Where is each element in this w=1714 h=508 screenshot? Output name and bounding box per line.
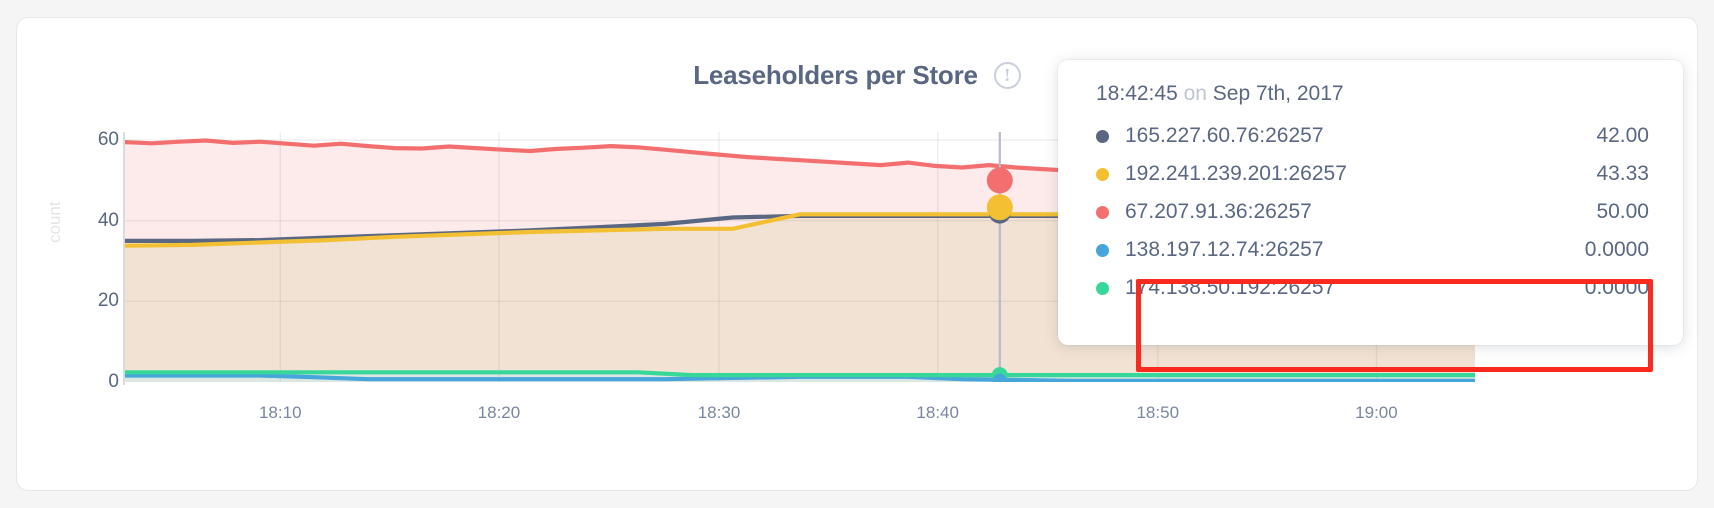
- y-axis-tick-label: 40: [97, 209, 119, 231]
- tooltip-series-list: 165.227.60.76:26257 42.00 192.241.239.201:…: [1096, 117, 1649, 307]
- x-axis-tick-label: 18:20: [477, 403, 521, 422]
- series-value: 42.00: [1596, 124, 1649, 147]
- tooltip-date-value: Sep 7th, 2017: [1212, 82, 1344, 105]
- series-label: 165.227.60.76:26257: [1125, 124, 1324, 147]
- x-axis-tick-label: 18:10: [258, 403, 302, 422]
- series-value: 0.0000: [1584, 238, 1649, 261]
- cursor-data-point: [992, 373, 1007, 382]
- series-color-dot: [1096, 205, 1109, 219]
- series-value: 50.00: [1596, 200, 1649, 223]
- info-icon[interactable]: !: [993, 62, 1021, 89]
- tooltip-row: 67.207.91.36:26257 50.00: [1096, 193, 1649, 231]
- series-color-dot: [1096, 129, 1109, 143]
- series-label: 174.138.50.192:26257: [1125, 276, 1336, 299]
- y-axis-line: [123, 132, 125, 385]
- series-line: [125, 370, 1475, 378]
- cursor-data-point: [986, 194, 1013, 221]
- x-axis-tick-label: 18:40: [916, 403, 959, 422]
- series-value: 43.33: [1596, 162, 1649, 185]
- series-label: 138.197.12.74:26257: [1125, 238, 1324, 261]
- y-axis-ticks: 60 40 20 0: [39, 129, 119, 392]
- series-color-dot: [1096, 167, 1109, 181]
- tooltip-row: 165.227.60.76:26257 42.00: [1096, 117, 1649, 155]
- page-title: Leaseholders per Store: [693, 60, 978, 90]
- cursor-data-point: [986, 167, 1013, 194]
- tooltip-timestamp: 18:42:45 on Sep 7th, 2017: [1096, 82, 1649, 106]
- x-axis-tick-label: 19:00: [1355, 403, 1398, 422]
- y-axis-tick-label: 20: [97, 290, 119, 312]
- chart-tooltip: 18:42:45 on Sep 7th, 2017 165.227.60.76:…: [1058, 60, 1683, 345]
- chart-header: Leaseholders per Store !: [17, 60, 1697, 91]
- tooltip-row: 174.138.50.192:26257 0.0000: [1096, 269, 1649, 307]
- tooltip-on-word: on: [1183, 82, 1207, 105]
- tooltip-row: 138.197.12.74:26257 0.0000: [1096, 231, 1649, 269]
- x-axis-ticks: 18:10 18:20 18:30 18:40 18:50 19:00: [125, 403, 1475, 427]
- tooltip-row: 192.241.239.201:26257 43.33: [1096, 155, 1649, 193]
- y-axis-tick-label: 60: [97, 129, 119, 151]
- y-axis-tick-label: 0: [108, 371, 119, 392]
- series-color-dot: [1096, 243, 1109, 257]
- x-axis-tick-label: 18:50: [1136, 403, 1180, 422]
- series-value: 0.0000: [1584, 276, 1649, 299]
- tooltip-time-value: 18:42:45: [1096, 82, 1178, 105]
- series-label: 192.241.239.201:26257: [1125, 162, 1347, 185]
- series-color-dot: [1096, 281, 1109, 295]
- x-axis-tick-label: 18:30: [697, 403, 741, 422]
- chart-card: Leaseholders per Store ! count 60 40 20 0 1…: [16, 17, 1698, 491]
- series-label: 67.207.91.36:26257: [1125, 200, 1312, 223]
